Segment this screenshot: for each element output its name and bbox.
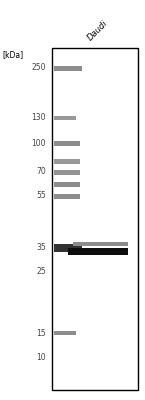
- Bar: [54, 170, 80, 174]
- Text: 70: 70: [36, 168, 46, 176]
- Text: [kDa]: [kDa]: [2, 50, 23, 59]
- Text: 130: 130: [31, 114, 46, 122]
- Text: 100: 100: [31, 138, 46, 148]
- Bar: [54, 194, 80, 198]
- Bar: [52, 48, 138, 390]
- Bar: [54, 331, 76, 335]
- Text: 25: 25: [36, 268, 46, 276]
- Text: 15: 15: [36, 328, 46, 338]
- Text: 35: 35: [36, 244, 46, 252]
- Bar: [73, 242, 128, 246]
- Text: Daudi: Daudi: [86, 18, 109, 42]
- Bar: [68, 248, 128, 254]
- Bar: [54, 182, 80, 186]
- Bar: [54, 158, 80, 164]
- Text: 10: 10: [36, 354, 46, 362]
- Bar: [54, 244, 82, 252]
- Text: 55: 55: [36, 192, 46, 200]
- Text: 250: 250: [31, 64, 46, 72]
- Bar: [54, 66, 82, 70]
- Bar: [54, 116, 76, 120]
- Bar: [54, 140, 80, 146]
